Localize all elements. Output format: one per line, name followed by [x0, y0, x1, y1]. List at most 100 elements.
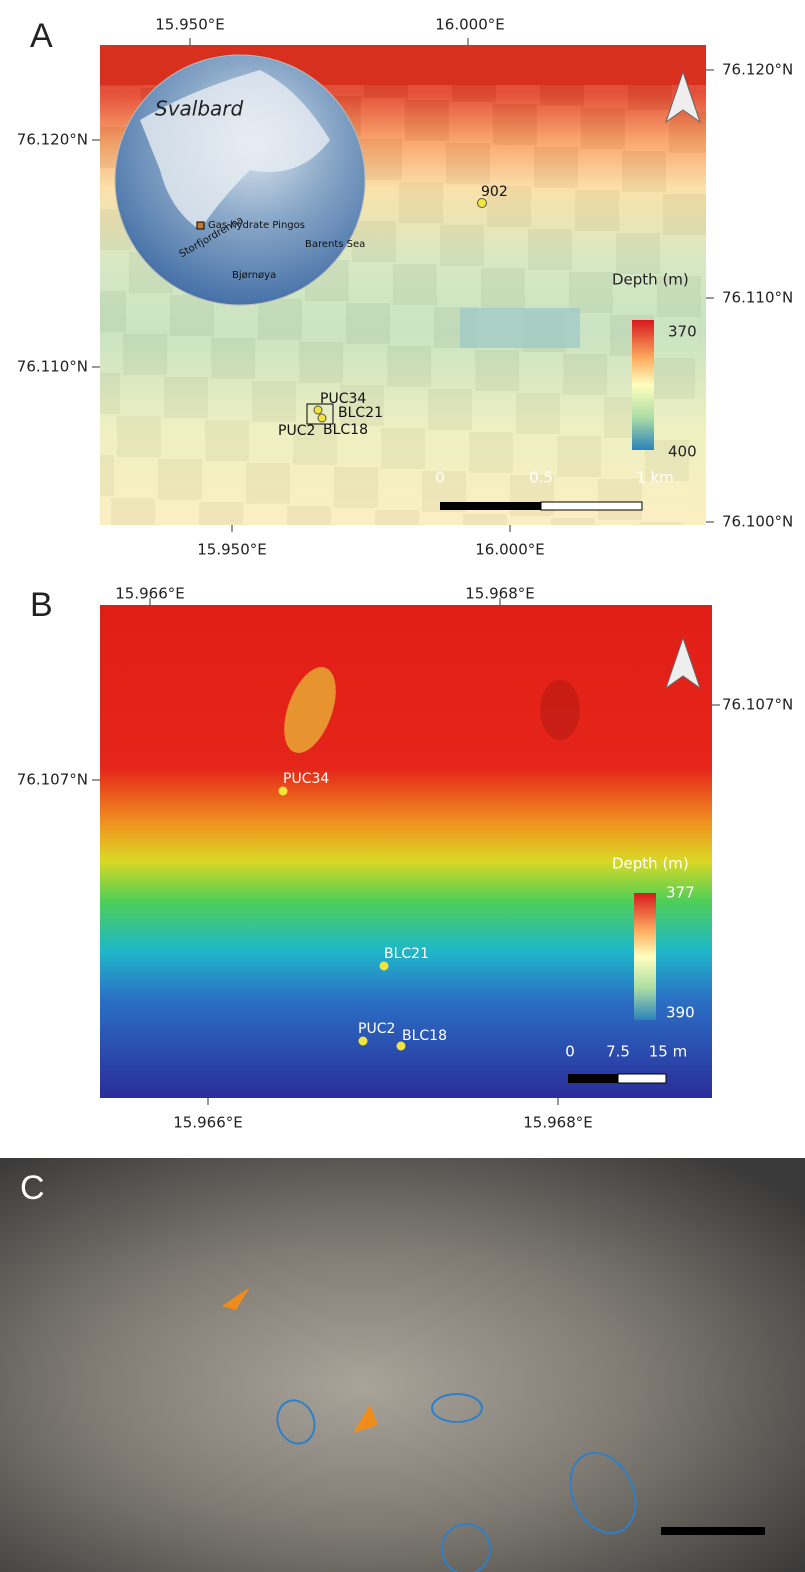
tick-label: 15.950°E	[155, 16, 224, 34]
tick-label: 76.100°N	[722, 513, 793, 531]
map-cell	[255, 340, 299, 381]
tick-label: 15.968°E	[523, 1114, 592, 1132]
map-cell	[493, 104, 537, 145]
map-cell	[490, 145, 534, 186]
page: {"panels": [ {"label": "A", "top_ticks":…	[0, 0, 805, 1572]
map-cell	[199, 502, 243, 543]
map-cell	[375, 510, 419, 551]
station-label: BLC18	[402, 1028, 447, 1044]
seafloor-photo	[0, 1158, 805, 1572]
map-cell	[381, 428, 425, 469]
map-cell	[155, 500, 199, 541]
map-cell	[243, 504, 287, 545]
station-label: BLC21	[384, 946, 429, 962]
map-cell	[551, 518, 595, 559]
scale-label: 0	[565, 1043, 575, 1061]
station	[314, 406, 322, 414]
map-cell	[258, 299, 302, 340]
map-cell	[378, 469, 422, 510]
map-cell	[126, 293, 170, 334]
map-cell	[76, 373, 120, 414]
map-cell	[334, 467, 378, 508]
inset-title: Svalbard	[155, 97, 244, 121]
tick-label: 76.107°N	[17, 771, 88, 789]
map-cell	[437, 266, 481, 307]
legend-label: 400	[668, 443, 697, 461]
legend-label: 377	[666, 884, 695, 902]
map-cell	[595, 520, 639, 561]
map-cell	[419, 512, 463, 553]
legend-label: 370	[668, 323, 697, 341]
map-cell	[396, 223, 440, 264]
map-cell	[161, 418, 205, 459]
map-cell	[346, 303, 390, 344]
map-cell	[252, 381, 296, 422]
map-cell	[390, 305, 434, 346]
map-cell	[211, 338, 255, 379]
scale-bar	[568, 1074, 618, 1083]
panel-label: C	[20, 1169, 45, 1207]
map-cell	[114, 457, 158, 498]
map-cell	[299, 342, 343, 383]
map-cell	[563, 354, 607, 395]
map-cell	[208, 379, 252, 420]
scale-label: 0	[435, 469, 445, 487]
map-cell	[642, 481, 686, 522]
map-cell	[625, 110, 669, 151]
scale-bar	[541, 502, 642, 510]
station	[279, 787, 288, 796]
map-cell	[393, 264, 437, 305]
map-cell	[481, 268, 525, 309]
station-label: 902	[481, 184, 508, 200]
map-cell	[405, 100, 449, 141]
map-cell	[428, 389, 472, 430]
map-cell	[343, 344, 387, 385]
map-cell	[581, 108, 625, 149]
deep-patch	[460, 308, 580, 348]
map-cell	[472, 391, 516, 432]
color-bar	[634, 893, 656, 1020]
panel-label: B	[30, 586, 53, 624]
map-cell	[572, 231, 616, 272]
map-cell	[534, 147, 578, 188]
map-cell	[622, 151, 666, 192]
inset-site	[197, 222, 204, 229]
tick-label: 76.110°N	[722, 289, 793, 307]
map-cell	[331, 508, 375, 549]
map-cell	[205, 420, 249, 461]
map-cell	[575, 190, 619, 231]
map-cell	[475, 350, 519, 391]
map-cell	[669, 112, 713, 153]
station-label: PUC34	[283, 771, 329, 787]
inset-label: Barents Sea	[305, 239, 365, 250]
map-cell	[167, 336, 211, 377]
map-cell	[663, 194, 707, 235]
map-cell	[82, 291, 126, 332]
map-cell	[399, 182, 443, 223]
map-cell	[449, 102, 493, 143]
map-cell	[120, 375, 164, 416]
tick-label: 15.950°E	[197, 541, 266, 559]
map-cell	[349, 262, 393, 303]
map-cell	[519, 352, 563, 393]
tick-label: 15.966°E	[173, 1114, 242, 1132]
map-cell	[425, 430, 469, 471]
scale-label: 15 m	[649, 1043, 687, 1061]
tick-label: 76.110°N	[17, 358, 88, 376]
map-cell	[651, 358, 695, 399]
panel-b: B 15.966°E 15.968°E 15.966°E 15.968°E 76…	[17, 585, 793, 1132]
map-cell	[616, 233, 660, 274]
panel-c: C	[0, 1158, 805, 1572]
map-cell	[361, 98, 405, 139]
scale-bar	[661, 1527, 765, 1535]
inset-label: Bjørnøya	[232, 270, 276, 281]
map-cell	[554, 477, 598, 518]
station	[359, 1037, 368, 1046]
map-cell	[557, 436, 601, 477]
map-cell	[402, 141, 446, 182]
scale-label: 0.5	[529, 469, 553, 487]
tick-label: 16.000°E	[475, 541, 544, 559]
map-cell	[302, 301, 346, 342]
station-label: BLC18	[323, 422, 368, 438]
legend-label: 390	[666, 1004, 695, 1022]
